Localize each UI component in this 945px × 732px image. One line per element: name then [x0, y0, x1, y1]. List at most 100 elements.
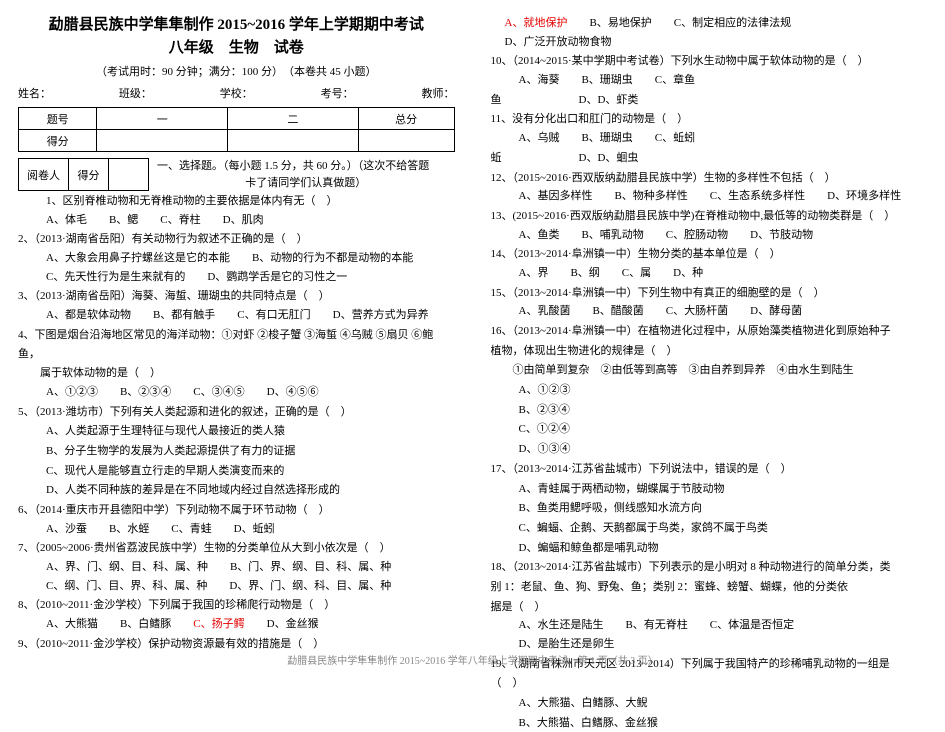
opt: A、界 [519, 264, 549, 283]
q16c: ①由简单到复杂 ②由低等到高等 ③由自养到异养 ④由水生到陆生 [491, 361, 928, 380]
opt: A、沙蚕 [46, 520, 87, 539]
opt: B、珊瑚虫 [581, 129, 632, 148]
q1: 1、区别脊椎动物和无脊椎动物的主要依据是体内有无（ ） [18, 192, 455, 211]
q7: 7、（2005~2006·贵州省荔波民族中学）生物的分类单位从大到小依次是（ ） [18, 539, 455, 558]
opt: D、环境多样性 [827, 187, 901, 206]
opt: C、体温是否恒定 [710, 616, 794, 635]
q19b: （ ） [491, 674, 928, 693]
opt: D、蚯蚓 [234, 520, 275, 539]
opt: B、门、界、纲、目、科、属、种 [230, 558, 391, 577]
q11-options: A、乌贼 B、珊瑚虫 C、蚯蚓 [491, 129, 928, 148]
opt: A、体毛 [46, 211, 87, 230]
opt: C、先天性行为是生来就有的 [46, 268, 185, 287]
q10: 10、（2014~2015·某中学期中考试卷）下列水生动物中属于软体动物的是（ … [491, 52, 928, 71]
opt: C、①②④ [519, 420, 928, 439]
q6-options: A、沙蚕 B、水蛭 C、青蛙 D、蚯蚓 [18, 520, 455, 539]
right-column: A、就地保护 B、易地保护 C、制定相应的法律法规 D、广泛开放动物食物 10、… [473, 0, 945, 669]
opt: A、基因多样性 [519, 187, 593, 206]
q6: 6、（2014·重庆市开县德阳中学）下列动物不属于环节动物（ ） [18, 501, 455, 520]
opt: A、人类起源于生理特征与现代人最接近的类人猿 [46, 422, 455, 441]
q2: 2、（2013·湖南省岳阳）有关动物行为叙述不正确的是（ ） [18, 230, 455, 249]
opt: B、鳃 [109, 211, 138, 230]
opt: B、醋酸菌 [592, 302, 643, 321]
q8: 8、（2010~2011·金沙学校）下列属于我国的珍稀爬行动物是（ ） [18, 596, 455, 615]
q4b: 属于软体动物的是（ ） [18, 364, 455, 383]
left-column: 勐腊县民族中学隼隼制作 2015~2016 学年上学期期中考试 八年级 生物 试… [0, 0, 473, 669]
q13-options: A、鱼类 B、哺乳动物 C、腔肠动物 D、节肢动物 [491, 226, 928, 245]
exam-title-line1: 勐腊县民族中学隼隼制作 2015~2016 学年上学期期中考试 [18, 14, 455, 37]
opt: A、大熊猫 [46, 615, 98, 634]
opt: A、乌贼 [519, 129, 560, 148]
opt: C、制定相应的法律法规 [674, 14, 791, 33]
q14: 14、（2013~2014·阜洲镇一中）生物分类的基本单位是（ ） [491, 245, 928, 264]
opt: D、种 [673, 264, 703, 283]
opt: D、节肢动物 [750, 226, 813, 245]
opt: A、乳酸菌 [519, 302, 571, 321]
opt: A、①②③ [46, 383, 98, 402]
opt: B、分子生物学的发展为人类起源提供了有力的证据 [46, 442, 455, 461]
opt: B、大熊猫、白鳍豚、金丝猴 [519, 714, 928, 732]
opt: D、营养方式为异养 [333, 306, 429, 325]
q9-options: A、就地保护 B、易地保护 C、制定相应的法律法规 D、广泛开放动物食物 [491, 14, 928, 51]
q16b: 植物，体现出生物进化的规律是（ ） [491, 342, 928, 361]
opt: C、有口无肛门 [237, 306, 310, 325]
opt: C、属 [622, 264, 651, 283]
q2-options: A、大象会用鼻子拧螺丝这是它的本能 B、动物的行为不都是动物的本能 C、先天性行… [18, 249, 455, 286]
opt: D、界、门、纲、科、目、属、种 [229, 577, 391, 596]
label-teacher: 教师： [422, 85, 455, 101]
table-row: 得分 [19, 130, 455, 152]
opt: A、水生还是陆生 [519, 616, 604, 635]
opt: C、蝙蝠、企鹅、天鹅都属于鸟类，家鸽不属于鸟类 [519, 519, 928, 538]
q3-options: A、都是软体动物 B、都有触手 C、有口无肛门 D、营养方式为异养 [18, 306, 455, 325]
label-school: 学校： [220, 85, 253, 101]
opt: D、蝙蝠和鲸鱼都是哺乳动物 [519, 539, 928, 558]
cell: 题号 [19, 108, 97, 130]
opt: D、是胎生还是卵生 [519, 635, 615, 654]
q5: 5、（2013·潍坊市）下列有关人类起源和进化的叙述，正确的是（ ） [18, 403, 455, 422]
q16: 16、（2013~2014·阜洲镇一中）在植物进化过程中，从原始藻类植物进化到原… [491, 322, 928, 341]
q4: 4、下图是烟台沿海地区常见的海洋动物：①对虾 ②梭子蟹 ③海蜇 ④乌贼 ⑤扇贝 … [18, 326, 455, 363]
table-row: 题号 一 二 总分 [19, 108, 455, 130]
label-name: 姓名： [18, 85, 51, 101]
q18: 18、（2013~2014·江苏省盐城市）下列表示的是小明对 8 种动物进行的简… [491, 558, 928, 577]
opt: D、广泛开放动物食物 [505, 33, 612, 52]
opt: B、水蛭 [109, 520, 149, 539]
opt: C、章鱼 [655, 71, 695, 90]
opt: A、大象会用鼻子拧螺丝这是它的本能 [46, 249, 230, 268]
cell [358, 130, 454, 152]
cell: 一 [97, 108, 228, 130]
opt: C、脊柱 [160, 211, 200, 230]
label-number: 考号： [321, 85, 354, 101]
q12: 12、（2015~2016·西双版纳勐腊县民族中学）生物的多样性不包括（ ） [491, 169, 928, 188]
opt: B、动物的行为不都是动物的本能 [252, 249, 413, 268]
opt: B、都有触手 [153, 306, 215, 325]
opt: B、白鳍豚 [120, 615, 171, 634]
opt: B、易地保护 [589, 14, 651, 33]
opt: B、鱼类用鳃呼吸，侧线感知水流方向 [519, 499, 928, 518]
opt: A、界、门、纲、目、科、属、种 [46, 558, 208, 577]
label-class: 班级： [119, 85, 152, 101]
q1-options: A、体毛 B、鳃 C、脊柱 D、肌肉 [18, 211, 455, 230]
q11: 11、没有分化出口和肛门的动物是（ ） [491, 110, 928, 129]
opt: C、纲、门、目、界、科、属、种 [46, 577, 207, 596]
page-footer: 勐腊县民族中学隼隼制作 2015~2016 学年八年级上学期期中考试 第 1 页… [0, 652, 945, 667]
grader-table: 阅卷人 得分 [18, 158, 149, 191]
opt: C、现代人是能够直立行走的早期人类演变而来的 [46, 462, 455, 481]
opt: A、青蛙属于两栖动物，蝴蝶属于节肢动物 [519, 480, 928, 499]
q3: 3、（2013·湖南省岳阳）海葵、海蜇、珊瑚虫的共同特点是（ ） [18, 287, 455, 306]
q8-options: A、大熊猫 B、白鳍豚 C、扬子鳄 D、金丝猴 [18, 615, 455, 634]
opt: A、①②③ [519, 381, 928, 400]
cell [228, 130, 359, 152]
section1-heading-b: 卡了请同学们认真做题） [157, 175, 455, 192]
opt: B、物种多样性 [614, 187, 687, 206]
opt-answer: A、就地保护 [505, 14, 568, 33]
opt: D、④⑤⑥ [267, 383, 319, 402]
cell [97, 130, 228, 152]
opt: B、纲 [570, 264, 599, 283]
opt: B、有无脊柱 [625, 616, 687, 635]
opt: D、人类不同种族的差异是在不同地域内经过自然选择形成的 [46, 481, 455, 500]
opt: D、鹦鹉学舌是它的习性之一 [207, 268, 347, 287]
opt-answer: C、扬子鳄 [193, 615, 244, 634]
opt: D、肌肉 [223, 211, 264, 230]
opt: D、酵母菌 [750, 302, 802, 321]
